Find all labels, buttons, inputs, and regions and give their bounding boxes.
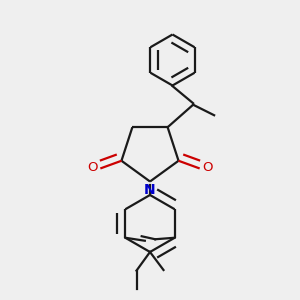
Text: N: N xyxy=(144,183,156,197)
Text: O: O xyxy=(88,161,98,174)
Text: O: O xyxy=(202,161,212,174)
